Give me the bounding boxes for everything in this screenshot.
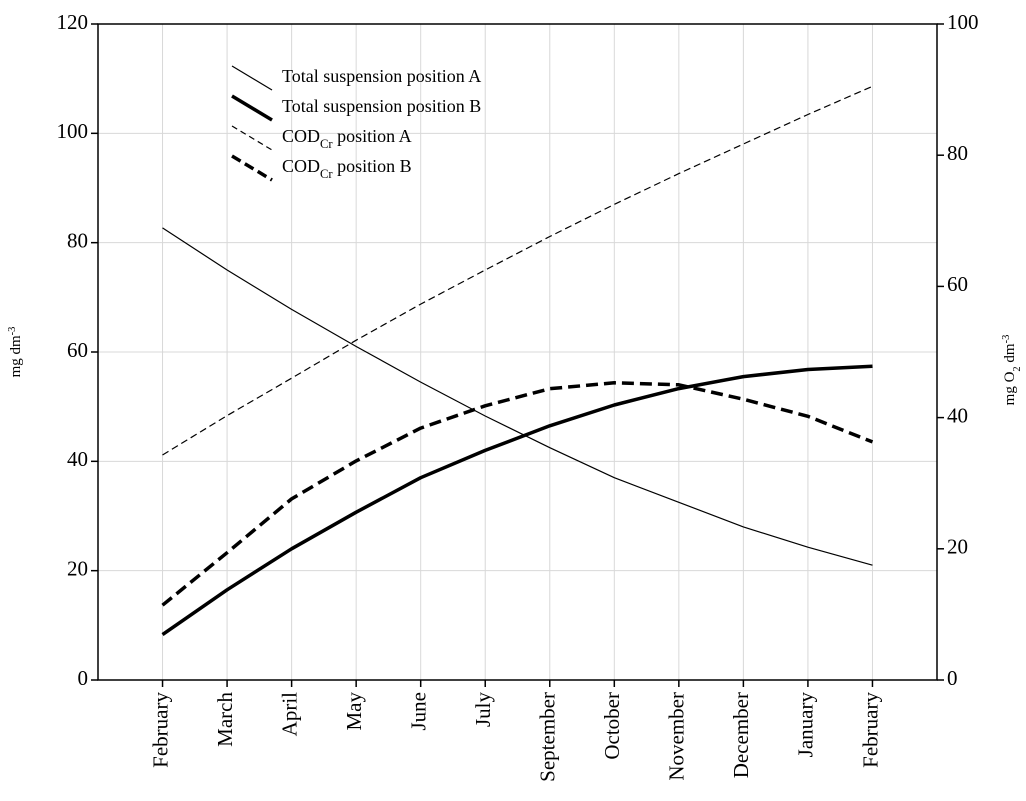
series-line bbox=[161, 364, 873, 637]
x-tick-label: June bbox=[407, 692, 431, 731]
x-tick-label: October bbox=[600, 692, 624, 760]
x-tick-label: November bbox=[665, 692, 689, 781]
y-tick-label: 20 bbox=[67, 556, 88, 580]
legend-label: Total suspension position A bbox=[282, 66, 481, 86]
x-tick-label: February bbox=[148, 692, 172, 768]
text-part: position A bbox=[333, 126, 412, 146]
x-tick-label: April bbox=[277, 692, 301, 736]
text-part: COD bbox=[282, 156, 320, 176]
y-tick-label: 100 bbox=[57, 119, 89, 143]
text-part: -3 bbox=[7, 327, 18, 336]
y2-tick-label: 100 bbox=[947, 10, 979, 34]
text-part: -3 bbox=[1001, 335, 1012, 344]
series-line bbox=[162, 227, 873, 566]
text-part: Cr bbox=[320, 167, 333, 181]
y2-tick-label: 60 bbox=[947, 272, 968, 296]
y2-axis-label: mg O2 dm-3 bbox=[1001, 335, 1023, 406]
y2-tick-label: 80 bbox=[947, 141, 968, 165]
legend-label: Total suspension position B bbox=[282, 96, 481, 116]
text-part: Cr bbox=[320, 137, 333, 151]
x-tick-label: January bbox=[794, 692, 818, 758]
text-part: COD bbox=[282, 126, 320, 146]
legend-swatch bbox=[231, 65, 273, 91]
y-tick-label: 0 bbox=[78, 666, 89, 690]
legend-label: CODCr position B bbox=[282, 156, 412, 181]
y2-tick-label: 40 bbox=[947, 403, 968, 427]
x-tick-label: July bbox=[471, 692, 495, 728]
series-line bbox=[161, 381, 874, 607]
x-tick-label: May bbox=[342, 692, 366, 731]
legend-swatch bbox=[231, 94, 273, 122]
y-tick-label: 80 bbox=[67, 228, 88, 252]
text-part: mg dm bbox=[8, 335, 24, 377]
x-tick-label: December bbox=[729, 692, 753, 778]
x-tick-label: March bbox=[213, 692, 237, 747]
plot-frame bbox=[97, 23, 938, 681]
y-tick-label: 120 bbox=[57, 10, 89, 34]
x-tick-label: September bbox=[536, 692, 560, 782]
text-part: 2 bbox=[1012, 366, 1023, 371]
y-tick-label: 40 bbox=[67, 447, 88, 471]
y-tick-label: 60 bbox=[67, 338, 88, 362]
legend-swatch bbox=[231, 154, 273, 182]
y2-tick-label: 0 bbox=[947, 666, 958, 690]
legend-swatch bbox=[231, 125, 273, 151]
y2-tick-label: 20 bbox=[947, 535, 968, 559]
text-part: mg O bbox=[1002, 371, 1018, 405]
series-line bbox=[162, 85, 873, 456]
text-part: dm bbox=[1002, 343, 1018, 366]
y-axis-label: mg dm-3 bbox=[7, 327, 25, 378]
x-tick-label: February bbox=[858, 692, 882, 768]
legend-label: CODCr position A bbox=[282, 126, 412, 151]
text-part: position B bbox=[333, 156, 412, 176]
